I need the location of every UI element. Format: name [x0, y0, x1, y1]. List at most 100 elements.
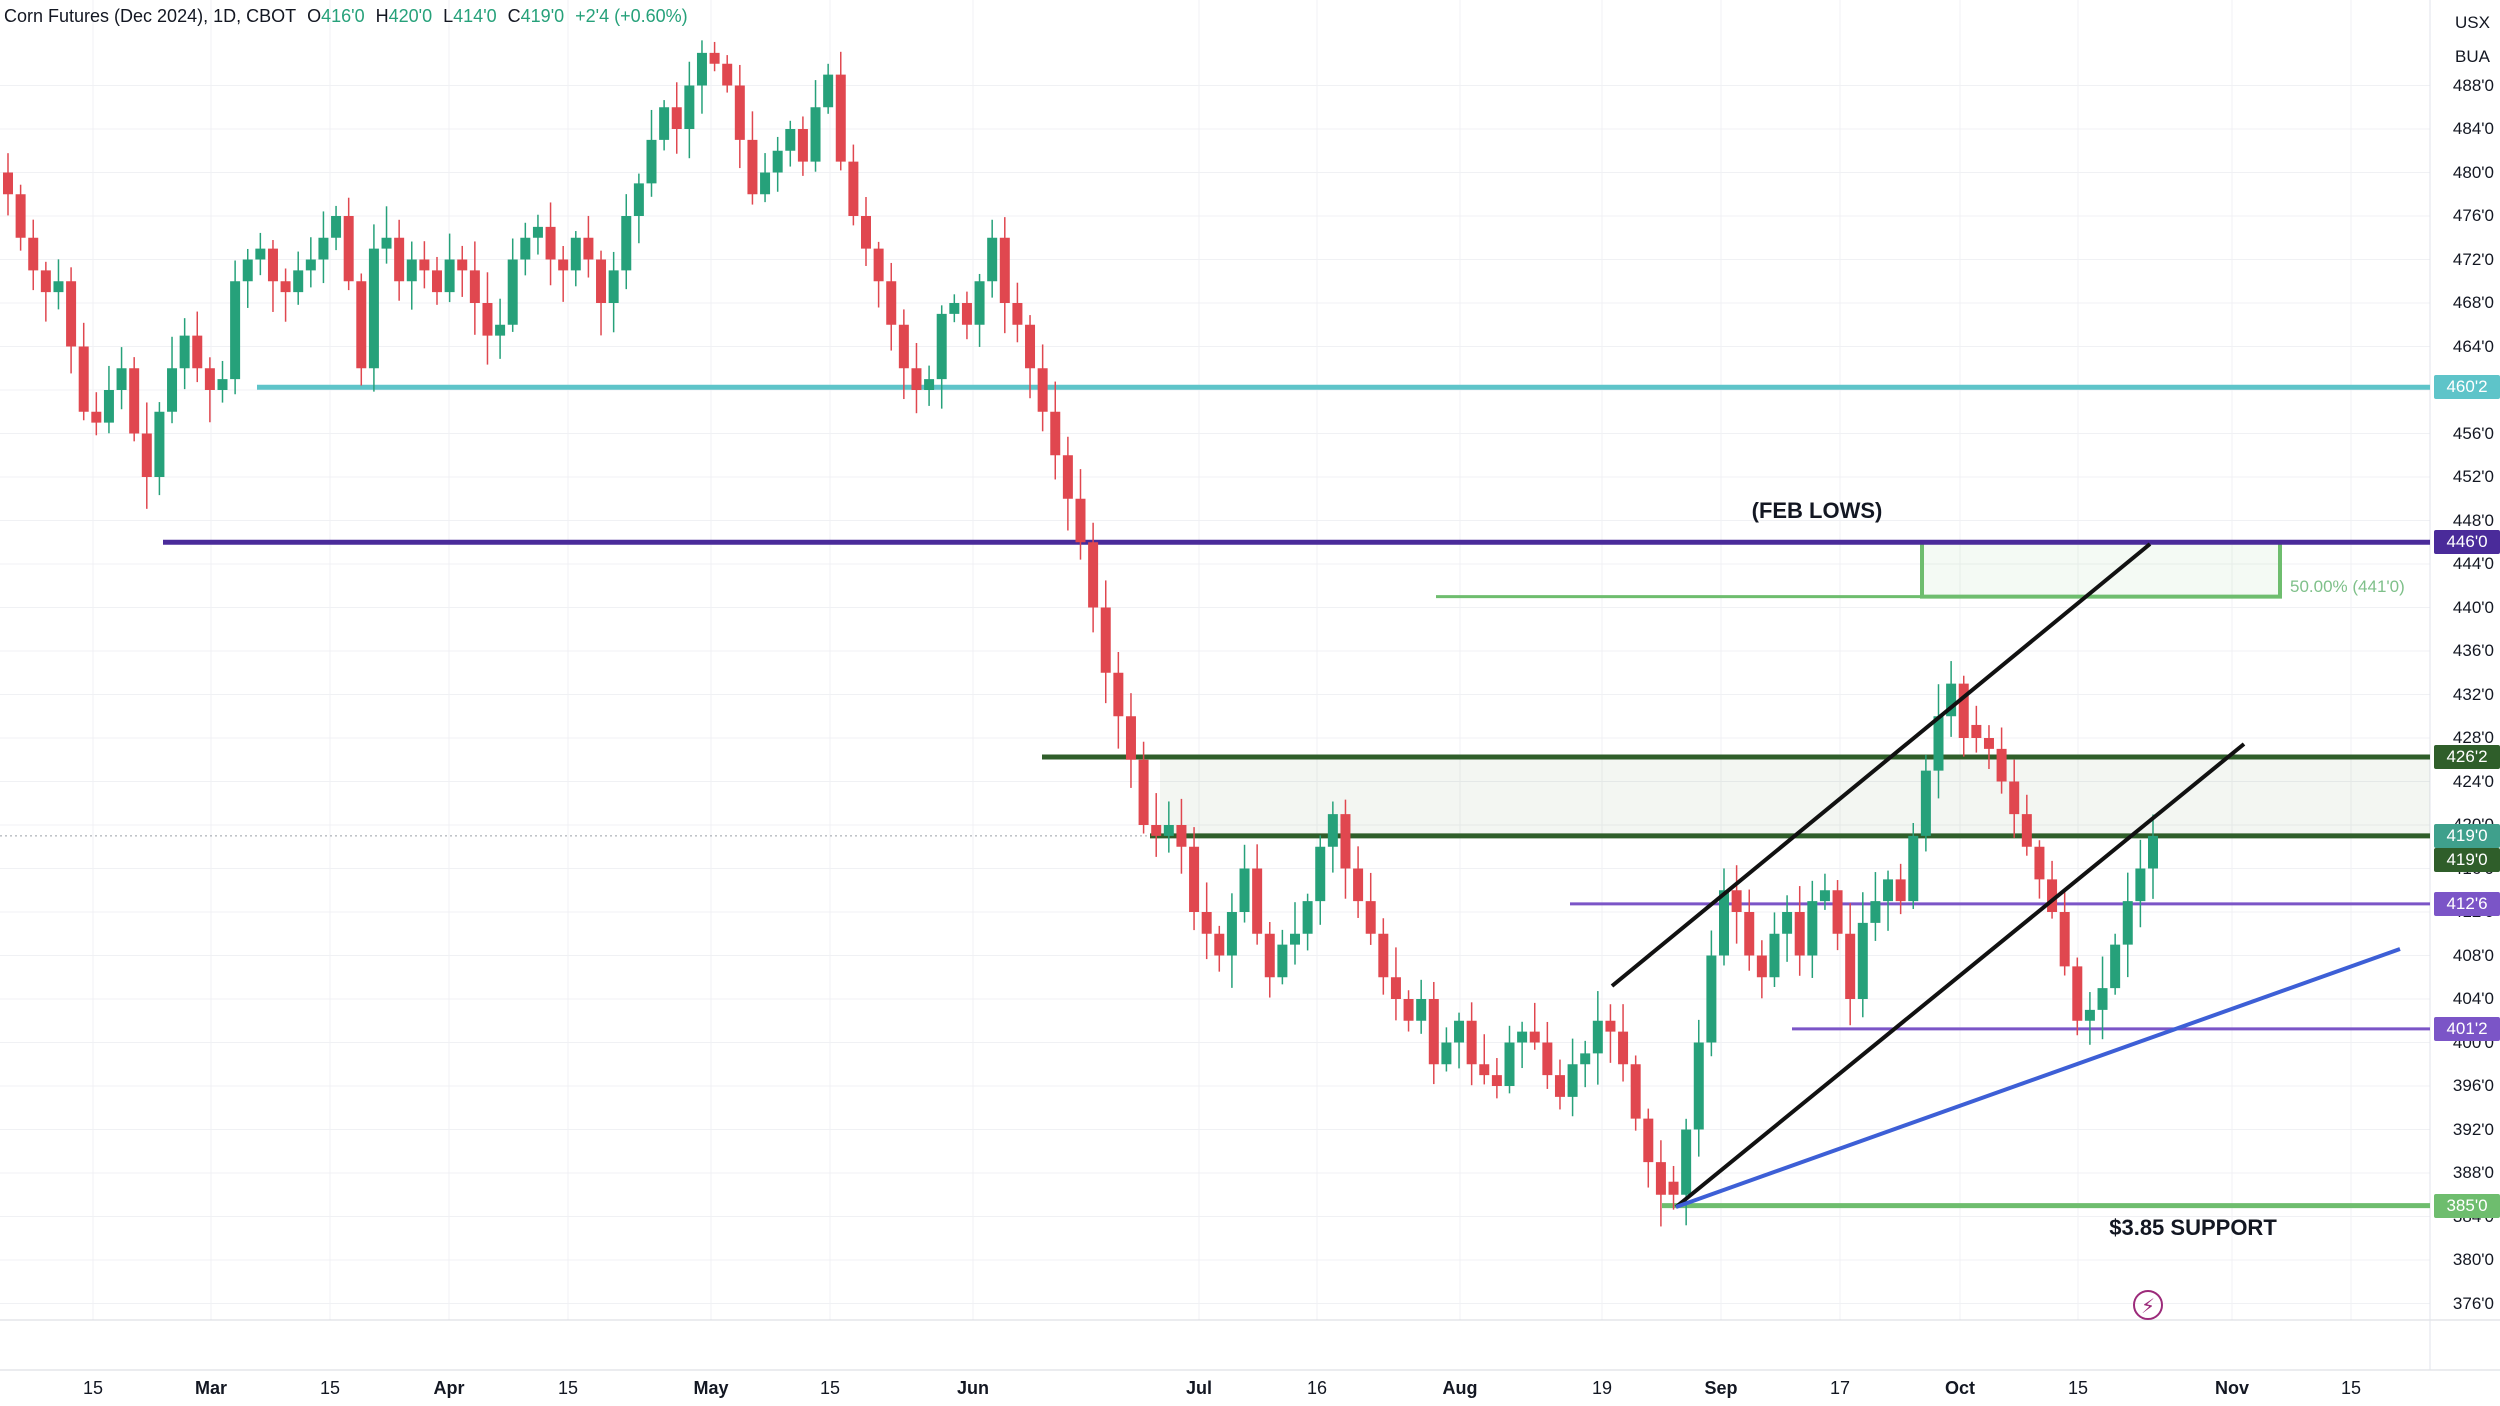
- price-level-tag[interactable]: 385'0: [2434, 1193, 2500, 1218]
- candle-body[interactable]: [1567, 1064, 1578, 1097]
- candle-body[interactable]: [785, 129, 796, 151]
- candle-body[interactable]: [1050, 411, 1061, 456]
- candle-body[interactable]: [1075, 498, 1086, 543]
- candle-body[interactable]: [1176, 825, 1187, 847]
- candle-body[interactable]: [722, 63, 733, 86]
- candle-body[interactable]: [1719, 890, 1729, 956]
- candle-body[interactable]: [192, 335, 203, 369]
- candle-body[interactable]: [861, 216, 871, 249]
- candle-body[interactable]: [457, 259, 468, 271]
- candle-body[interactable]: [1100, 607, 1111, 673]
- candle-body[interactable]: [167, 368, 178, 412]
- candle-body[interactable]: [507, 259, 518, 325]
- candle-body[interactable]: [1340, 814, 1351, 869]
- candle-body[interactable]: [469, 270, 480, 303]
- candle-body[interactable]: [987, 237, 998, 282]
- candle-body[interactable]: [1681, 1129, 1692, 1195]
- candle-body[interactable]: [394, 237, 405, 282]
- candle-body[interactable]: [633, 183, 644, 216]
- candle-body[interactable]: [2148, 835, 2158, 869]
- last-price-tag[interactable]: 419'0: [2434, 823, 2500, 848]
- candle-body[interactable]: [974, 281, 985, 325]
- candle-body[interactable]: [217, 379, 228, 390]
- candle-body[interactable]: [1870, 901, 1881, 923]
- candle-body[interactable]: [1895, 879, 1906, 902]
- candle-body[interactable]: [1542, 1042, 1553, 1076]
- candle-body[interactable]: [2009, 781, 2020, 815]
- candle-body[interactable]: [1845, 933, 1856, 999]
- candle-body[interactable]: [1933, 716, 1944, 771]
- candle-body[interactable]: [305, 259, 316, 271]
- candle-body[interactable]: [1794, 912, 1805, 956]
- candle-body[interactable]: [1782, 912, 1793, 934]
- candle-body[interactable]: [1113, 672, 1124, 717]
- candle-body[interactable]: [1315, 846, 1326, 902]
- candle-body[interactable]: [432, 270, 442, 293]
- candle-body[interactable]: [1883, 879, 1894, 902]
- candle-body[interactable]: [760, 172, 771, 195]
- candle-body[interactable]: [570, 237, 581, 271]
- candle-body[interactable]: [381, 237, 392, 249]
- candle-body[interactable]: [343, 216, 354, 282]
- candle-body[interactable]: [1416, 999, 1427, 1021]
- candle-body[interactable]: [1504, 1042, 1515, 1087]
- candle-body[interactable]: [419, 259, 430, 271]
- candle-body[interactable]: [2097, 988, 2108, 1010]
- price-level-tag[interactable]: 426'2: [2434, 745, 2500, 770]
- candle-body[interactable]: [608, 270, 619, 303]
- candle-body[interactable]: [78, 346, 89, 412]
- candle-body[interactable]: [1466, 1020, 1477, 1065]
- candle-body[interactable]: [1302, 901, 1313, 934]
- candle-body[interactable]: [1643, 1118, 1654, 1163]
- candle-body[interactable]: [999, 237, 1010, 303]
- candle-body[interactable]: [961, 303, 972, 325]
- candle-body[interactable]: [1138, 759, 1149, 825]
- candle-body[interactable]: [1378, 933, 1389, 978]
- candle-body[interactable]: [898, 324, 909, 369]
- candle-body[interactable]: [734, 85, 745, 140]
- candle-body[interactable]: [356, 281, 367, 369]
- candle-body[interactable]: [558, 259, 569, 271]
- candle-body[interactable]: [141, 433, 152, 478]
- currency-block[interactable]: USX BUA: [2455, 6, 2490, 74]
- candle-body[interactable]: [1239, 868, 1250, 913]
- candle-body[interactable]: [1731, 890, 1742, 912]
- candle-body[interactable]: [1807, 901, 1818, 956]
- candle-body[interactable]: [1517, 1031, 1528, 1043]
- channel-lower-line[interactable]: [1674, 742, 2246, 1209]
- candle-body[interactable]: [267, 248, 278, 282]
- candle-body[interactable]: [1857, 922, 1868, 999]
- price-level-tag[interactable]: 412'6: [2434, 891, 2500, 916]
- candle-body[interactable]: [2135, 868, 2146, 902]
- candle-body[interactable]: [646, 139, 657, 184]
- candle-body[interactable]: [1125, 716, 1136, 760]
- candle-body[interactable]: [482, 303, 493, 336]
- candle-body[interactable]: [583, 237, 594, 260]
- candle-body[interactable]: [2059, 912, 2070, 967]
- candle-body[interactable]: [103, 390, 114, 423]
- candle-body[interactable]: [671, 107, 682, 129]
- candle-body[interactable]: [532, 226, 543, 238]
- candle-body[interactable]: [936, 313, 947, 380]
- candle-body[interactable]: [1971, 724, 1982, 738]
- candle-body[interactable]: [2047, 879, 2058, 912]
- candle-body[interactable]: [1554, 1075, 1565, 1097]
- candle-body[interactable]: [2110, 944, 2121, 989]
- candle-body[interactable]: [368, 248, 379, 369]
- candle-body[interactable]: [91, 411, 102, 423]
- candle-body[interactable]: [1327, 814, 1338, 847]
- candle-body[interactable]: [596, 259, 607, 304]
- candle-body[interactable]: [696, 52, 707, 86]
- candle-body[interactable]: [1365, 901, 1376, 934]
- candle-body[interactable]: [2122, 901, 2133, 945]
- candle-body[interactable]: [709, 52, 720, 64]
- candle-body[interactable]: [949, 303, 960, 314]
- candle-body[interactable]: [1529, 1031, 1540, 1043]
- candle-body[interactable]: [1479, 1064, 1490, 1076]
- candle-body[interactable]: [1428, 999, 1439, 1065]
- candle-body[interactable]: [1151, 825, 1162, 836]
- candle-body[interactable]: [1062, 455, 1073, 499]
- candle-body[interactable]: [1592, 1020, 1603, 1054]
- candle-body[interactable]: [1819, 890, 1830, 902]
